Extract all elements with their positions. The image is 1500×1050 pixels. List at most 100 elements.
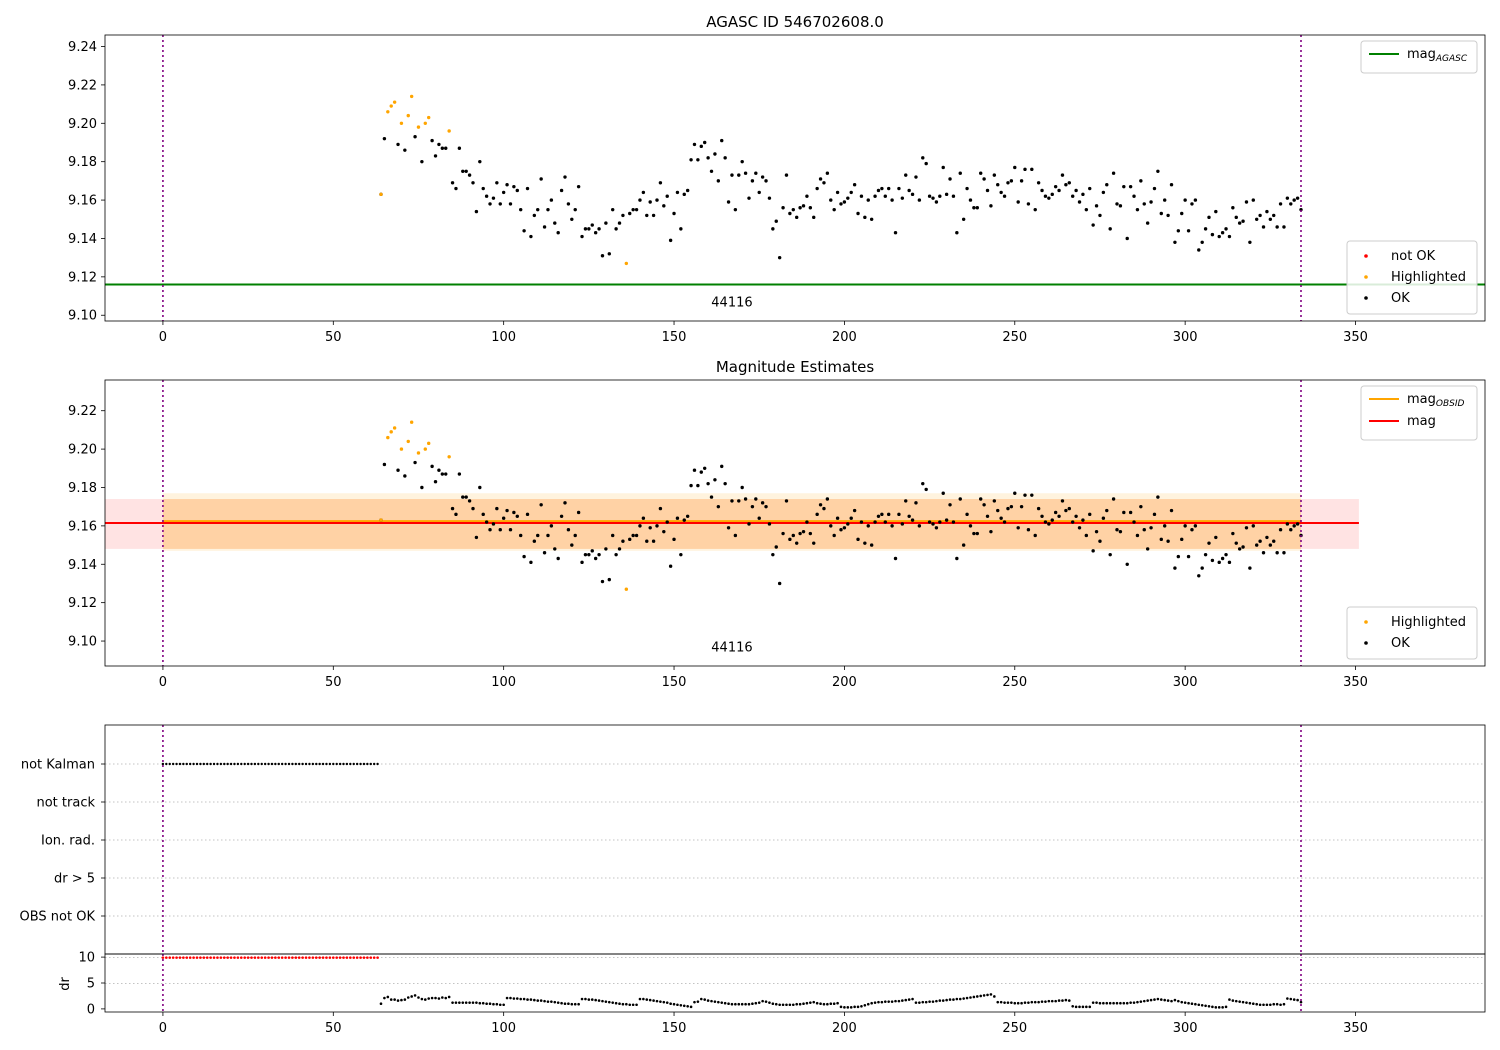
ok-point: [900, 522, 905, 526]
dr-not-ok-point: [362, 956, 366, 959]
ok-point: [849, 190, 853, 195]
ok-point: [829, 524, 833, 528]
ok-point: [464, 495, 468, 499]
dr-ok-point: [485, 1002, 488, 1006]
ok-point: [566, 528, 571, 532]
ok-point: [583, 227, 588, 231]
dr-ok-point: [734, 1002, 737, 1006]
ok-point: [553, 547, 557, 551]
ok-point: [641, 516, 646, 520]
not-kalman-flag-point: [294, 762, 298, 766]
highlighted-point: [427, 441, 431, 446]
dr-ok-point: [866, 1002, 870, 1006]
ok-point: [1220, 556, 1225, 561]
ok-point: [866, 524, 870, 528]
ok-point: [515, 188, 519, 193]
dr-ok-point: [1149, 998, 1153, 1002]
ok-point: [580, 560, 584, 565]
dr-ok-point: [955, 997, 959, 1001]
ok-point: [672, 211, 676, 216]
dr-ok-point: [550, 1000, 553, 1003]
ok-point: [972, 531, 976, 536]
dr-not-ok-point: [236, 956, 240, 959]
legend-label: OK: [1391, 636, 1410, 651]
ok-point: [614, 552, 618, 557]
highlighted-point: [624, 587, 629, 591]
ok-point: [1067, 506, 1071, 511]
ok-point: [822, 506, 826, 511]
ok-point: [1237, 547, 1242, 551]
ok-point: [1125, 562, 1129, 566]
ok-point: [893, 556, 898, 561]
dr-ok-point: [1187, 1001, 1190, 1005]
ok-point: [1081, 192, 1085, 197]
highlighted-point: [409, 420, 414, 424]
ok-point: [522, 229, 526, 233]
dr-ok-point: [699, 997, 703, 1001]
ok-point: [910, 518, 915, 522]
dr-not-ok-point: [369, 956, 373, 959]
x-tick-label: 350: [1343, 330, 1368, 345]
ok-point: [791, 533, 795, 538]
dr-ok-point: [1197, 1003, 1201, 1007]
ok-point: [1268, 217, 1273, 221]
dr-ok-point: [1006, 1001, 1010, 1004]
dr-not-ok-point: [182, 956, 185, 959]
dr-ok-point: [914, 1001, 918, 1004]
ok-point: [604, 221, 608, 225]
not-kalman-flag-point: [250, 762, 253, 766]
ok-point: [723, 481, 727, 486]
dr-ok-point: [727, 1002, 730, 1006]
ok-point: [467, 499, 472, 503]
ok-point: [968, 524, 973, 528]
dr-ok-point: [832, 1002, 836, 1006]
not-kalman-flag-point: [342, 762, 345, 766]
dr-not-ok-point: [161, 956, 165, 959]
ok-point: [638, 198, 642, 202]
dr-ok-point: [826, 1002, 829, 1006]
ok-point: [1248, 240, 1252, 245]
ok-point: [788, 537, 792, 542]
dr-ok-point: [529, 998, 533, 1001]
dr-ok-point: [948, 998, 952, 1001]
ok-point: [1272, 213, 1276, 218]
ok-point: [706, 481, 710, 486]
dr-ok-point: [1061, 999, 1064, 1002]
ok-point: [587, 227, 591, 231]
ok-point: [651, 213, 656, 218]
dr-ok-point: [771, 1002, 775, 1006]
ok-point: [910, 192, 915, 197]
ok-point: [621, 213, 625, 218]
ok-point: [887, 512, 891, 517]
ok-point: [1033, 207, 1037, 212]
ok-point: [1299, 207, 1303, 212]
ok-point: [542, 225, 547, 229]
ok-point: [1111, 497, 1116, 501]
ok-point: [1166, 539, 1170, 543]
ok-point: [508, 528, 513, 532]
not-kalman-flag-point: [338, 762, 342, 766]
ok-point: [737, 173, 741, 177]
dr-not-ok-point: [345, 956, 349, 959]
dr-ok-point: [1170, 999, 1173, 1003]
ok-point: [1261, 551, 1266, 555]
ok-point: [921, 481, 925, 486]
ok-point: [1064, 508, 1068, 513]
dr-ok-point: [1016, 1001, 1020, 1005]
legend-label-subscript: OBSID: [1436, 399, 1465, 409]
ok-point: [1145, 221, 1150, 225]
ok-point: [1125, 236, 1129, 241]
dr-ok-point: [488, 1002, 492, 1006]
ok-point: [859, 520, 864, 524]
axes-frame: [104, 724, 1486, 955]
dr-ok-point: [553, 1000, 557, 1004]
dr-ok-point: [999, 1000, 1003, 1004]
ok-point: [907, 514, 911, 518]
ok-point: [396, 468, 400, 472]
dr-ok-point: [451, 1001, 454, 1004]
ok-point: [444, 472, 448, 476]
ok-point: [1094, 529, 1099, 534]
ok-point: [501, 190, 506, 195]
ok-point: [1237, 221, 1242, 225]
dr-ok-point: [1292, 998, 1296, 1001]
